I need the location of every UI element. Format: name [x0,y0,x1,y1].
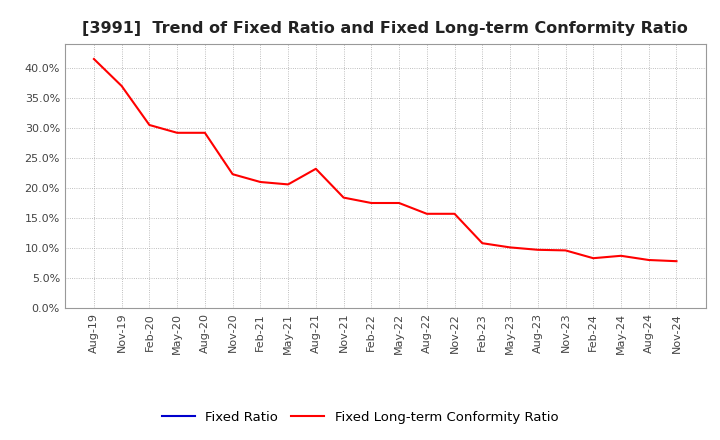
Fixed Long-term Conformity Ratio [89,56,98,62]
Fixed Long-term Conformity Ratio [367,200,376,205]
Title: [3991]  Trend of Fixed Ratio and Fixed Long-term Conformity Ratio: [3991] Trend of Fixed Ratio and Fixed Lo… [82,21,688,36]
Line: Fixed Long-term Conformity Ratio: Fixed Long-term Conformity Ratio [94,59,677,261]
Fixed Long-term Conformity Ratio [561,248,570,253]
Fixed Long-term Conformity Ratio [672,259,681,264]
Fixed Long-term Conformity Ratio [478,241,487,246]
Fixed Long-term Conformity Ratio [450,211,459,216]
Fixed Long-term Conformity Ratio [201,130,210,136]
Fixed Long-term Conformity Ratio [173,130,181,136]
Fixed Long-term Conformity Ratio [284,182,292,187]
Fixed Long-term Conformity Ratio [534,247,542,253]
Fixed Long-term Conformity Ratio [423,211,431,216]
Fixed Long-term Conformity Ratio [644,257,653,263]
Fixed Long-term Conformity Ratio [312,166,320,172]
Fixed Long-term Conformity Ratio [339,195,348,200]
Fixed Long-term Conformity Ratio [256,180,265,185]
Fixed Long-term Conformity Ratio [117,83,126,88]
Fixed Long-term Conformity Ratio [505,245,514,250]
Fixed Long-term Conformity Ratio [395,200,403,205]
Fixed Long-term Conformity Ratio [589,256,598,261]
Fixed Long-term Conformity Ratio [616,253,625,258]
Fixed Long-term Conformity Ratio [228,172,237,177]
Fixed Long-term Conformity Ratio [145,122,154,128]
Legend: Fixed Ratio, Fixed Long-term Conformity Ratio: Fixed Ratio, Fixed Long-term Conformity … [156,405,564,429]
